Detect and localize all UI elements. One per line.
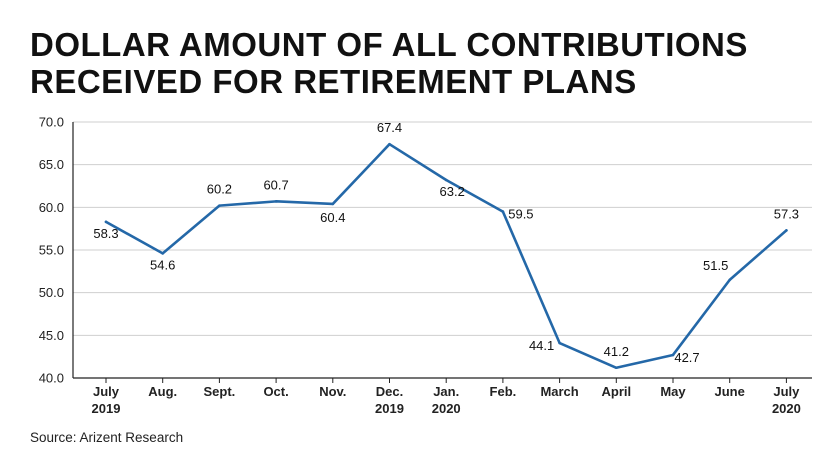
y-tick-label: 55.0	[39, 243, 64, 258]
x-tick-label: Jan.	[433, 384, 459, 399]
data-point	[161, 252, 164, 255]
y-tick-label: 50.0	[39, 285, 64, 300]
y-tick-label: 60.0	[39, 200, 64, 215]
data-point	[218, 204, 221, 207]
data-point	[274, 200, 278, 203]
data-label: 60.4	[320, 210, 345, 225]
data-point	[615, 366, 618, 370]
data-label: 59.5	[508, 207, 533, 222]
data-point	[444, 178, 448, 182]
data-label: 51.5	[703, 258, 728, 273]
data-point	[104, 220, 108, 224]
x-tick-label: Aug.	[148, 384, 177, 399]
data-point	[785, 229, 788, 232]
data-label: 42.7	[674, 350, 699, 365]
y-tick-label: 40.0	[39, 371, 64, 386]
data-label: 44.1	[529, 338, 554, 353]
data-label: 58.3	[93, 226, 118, 241]
x-tick-label: July	[93, 384, 120, 399]
data-point	[388, 142, 391, 146]
y-tick-label: 45.0	[39, 328, 64, 343]
x-tick-label: July	[773, 384, 800, 399]
x-tick-label: April	[601, 384, 631, 399]
x-tick-label: 2019	[92, 401, 121, 416]
series-line	[104, 142, 788, 370]
chart-title: DOLLAR AMOUNT OF ALL CONTRIBUTIONS RECEI…	[30, 26, 748, 100]
x-tick-label: Sept.	[204, 384, 236, 399]
x-tick-label: Dec.	[376, 384, 403, 399]
data-label: 60.7	[263, 177, 288, 192]
x-tick-label: Nov.	[319, 384, 346, 399]
y-tick-label: 70.0	[39, 115, 64, 130]
data-label: 63.2	[440, 184, 465, 199]
data-point	[501, 210, 505, 213]
x-tick-label: June	[715, 384, 745, 399]
data-label: 67.4	[377, 120, 402, 135]
data-label: 41.2	[604, 344, 629, 359]
chart-title-line-2: RECEIVED FOR RETIREMENT PLANS	[30, 63, 637, 100]
chart-title-line-1: DOLLAR AMOUNT OF ALL CONTRIBUTIONS	[30, 26, 748, 63]
x-tick-label: 2020	[432, 401, 461, 416]
data-point	[728, 278, 731, 282]
x-tick-label: Oct.	[263, 384, 288, 399]
data-label: 54.6	[150, 257, 175, 272]
y-tick-label: 65.0	[39, 157, 64, 172]
data-point	[331, 202, 335, 206]
source-note: Source: Arizent Research	[30, 430, 184, 445]
x-tick-label: 2020	[772, 401, 801, 416]
data-point	[558, 341, 561, 345]
data-label: 60.2	[207, 182, 232, 197]
x-tick-label: March	[540, 384, 578, 399]
x-tick-label: Feb.	[490, 384, 517, 399]
x-tick-label: 2019	[375, 401, 404, 416]
data-label: 57.3	[774, 206, 799, 221]
data-point	[671, 353, 675, 357]
x-tick-label: May	[660, 384, 686, 399]
